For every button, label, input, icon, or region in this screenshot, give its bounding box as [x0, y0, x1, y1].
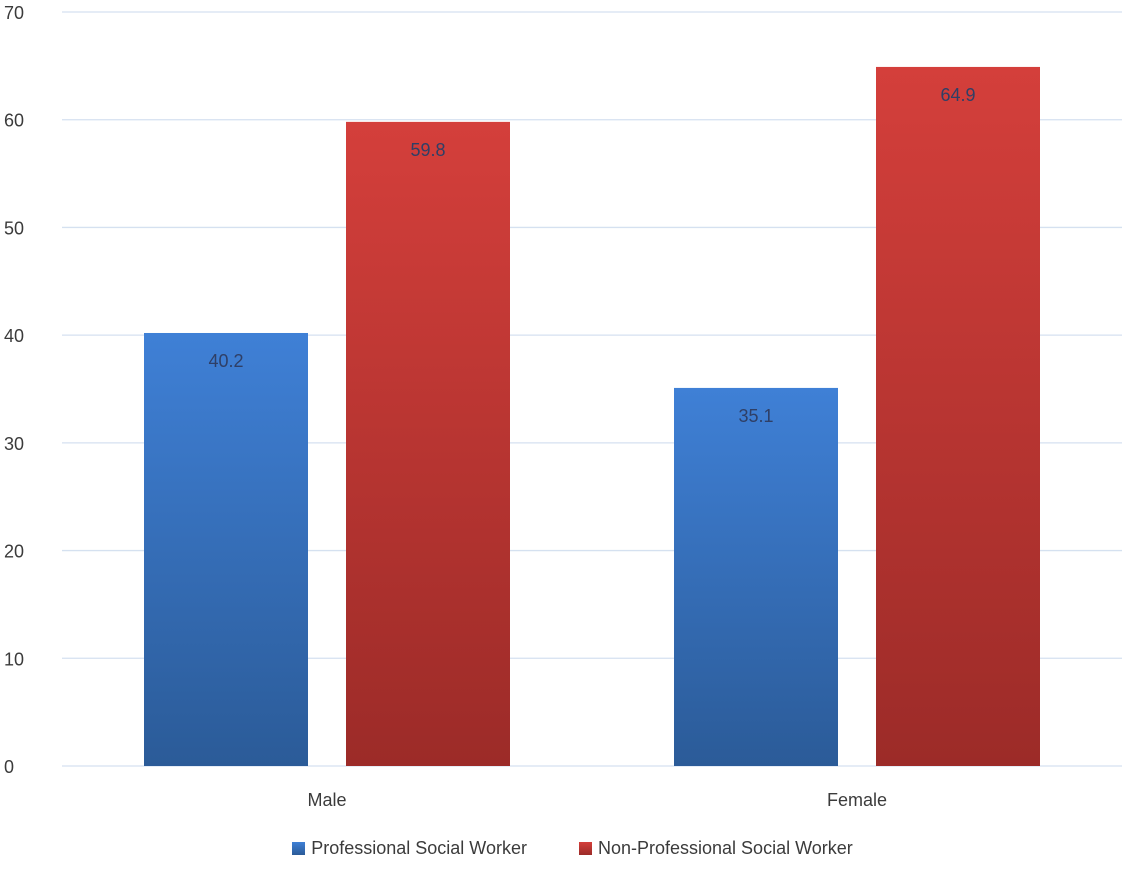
legend-swatch-non-professional	[578, 842, 592, 855]
bar	[346, 121, 510, 766]
y-tick-label: 70	[4, 3, 24, 23]
legend: Professional Social Worker Non-Professio…	[0, 838, 1145, 859]
legend-label-professional: Professional Social Worker	[311, 838, 527, 858]
y-tick-label: 10	[4, 649, 24, 669]
bar	[674, 387, 838, 766]
x-axis-ticks: Male Female	[307, 790, 887, 810]
x-tick-label: Female	[827, 790, 887, 810]
y-tick-label: 40	[4, 326, 24, 346]
bar	[144, 332, 308, 766]
y-tick-label: 20	[4, 542, 24, 562]
y-axis-ticks: 0 10 20 30 40 50 60 70	[4, 3, 24, 777]
legend-item-non-professional[interactable]: Non-Professional Social Worker	[578, 838, 853, 859]
bar	[876, 66, 1040, 767]
data-label: 59.8	[410, 140, 445, 160]
y-tick-label: 30	[4, 434, 24, 454]
data-label: 40.2	[208, 351, 243, 371]
legend-label-non-professional: Non-Professional Social Worker	[597, 838, 853, 858]
data-label: 64.9	[940, 85, 975, 105]
y-tick-label: 50	[4, 218, 24, 238]
y-tick-label: 0	[4, 757, 14, 777]
legend-swatch-professional	[292, 842, 306, 855]
data-label: 35.1	[738, 406, 773, 426]
x-tick-label: Male	[307, 790, 346, 810]
legend-item-professional[interactable]: Professional Social Worker	[292, 838, 527, 859]
data-labels: 40.2 59.8 35.1 64.9	[208, 85, 975, 426]
bars	[144, 66, 1040, 767]
y-tick-label: 60	[4, 111, 24, 131]
